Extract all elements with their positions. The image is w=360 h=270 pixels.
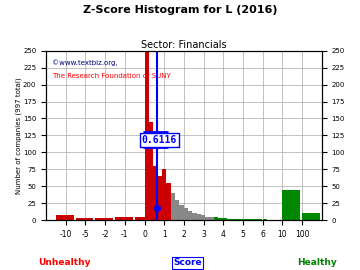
Bar bbox=[171, 193, 175, 220]
Bar bbox=[222, 218, 227, 220]
Bar bbox=[145, 51, 149, 220]
Bar bbox=[95, 218, 113, 220]
Bar bbox=[227, 219, 231, 220]
Bar bbox=[302, 213, 320, 220]
Bar bbox=[56, 215, 74, 220]
Text: 0.6116: 0.6116 bbox=[141, 135, 177, 145]
Bar bbox=[282, 190, 300, 220]
Text: Healthy: Healthy bbox=[297, 258, 337, 267]
Bar bbox=[149, 122, 153, 220]
Bar bbox=[166, 183, 171, 220]
Text: The Research Foundation of SUNY: The Research Foundation of SUNY bbox=[51, 73, 170, 79]
Bar bbox=[218, 218, 222, 220]
Bar bbox=[210, 217, 214, 220]
Text: Score: Score bbox=[173, 258, 202, 267]
Text: Z-Score Histogram for L (2016): Z-Score Histogram for L (2016) bbox=[83, 5, 277, 15]
Bar bbox=[153, 166, 158, 220]
Bar bbox=[197, 214, 201, 220]
Bar bbox=[135, 217, 152, 220]
Bar bbox=[188, 211, 192, 220]
Bar bbox=[184, 208, 188, 220]
Bar bbox=[192, 213, 197, 220]
Bar bbox=[162, 169, 166, 220]
Bar bbox=[179, 204, 184, 220]
Bar bbox=[205, 217, 210, 220]
Bar bbox=[214, 217, 218, 220]
Text: ©www.textbiz.org,: ©www.textbiz.org, bbox=[51, 59, 117, 66]
Bar bbox=[235, 219, 240, 220]
Bar bbox=[201, 215, 205, 220]
Text: Unhealthy: Unhealthy bbox=[39, 258, 91, 267]
Title: Sector: Financials: Sector: Financials bbox=[141, 40, 227, 50]
Bar bbox=[76, 218, 93, 220]
Bar bbox=[175, 200, 179, 220]
Bar bbox=[158, 176, 162, 220]
Bar bbox=[231, 219, 235, 220]
Bar bbox=[115, 217, 133, 220]
Y-axis label: Number of companies (997 total): Number of companies (997 total) bbox=[15, 77, 22, 194]
